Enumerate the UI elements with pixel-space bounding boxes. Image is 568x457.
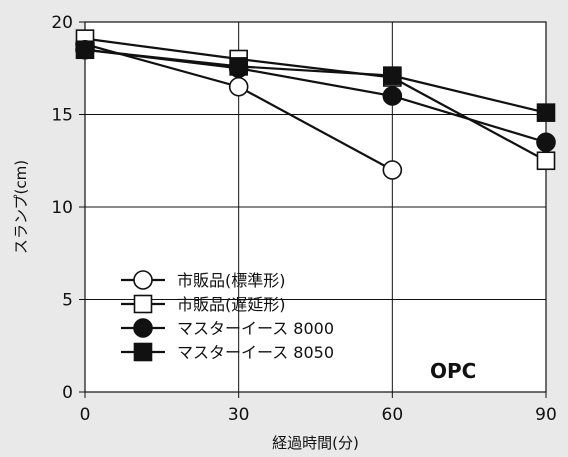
series-layer bbox=[75, 29, 556, 180]
y-tick-label: 10 bbox=[51, 198, 73, 218]
legend-marker bbox=[133, 342, 153, 362]
x-tick-label: 60 bbox=[382, 405, 404, 425]
legend: 市販品(標準形) 市販品(遅延形) マスターイース 8000 マスターイース 8050 bbox=[121, 270, 334, 362]
legend-item: マスターイース 8050 bbox=[121, 342, 334, 362]
y-axis-label: スランプ(cm) bbox=[12, 160, 30, 254]
cement-type-annotation: OPC bbox=[430, 359, 476, 383]
data-point bbox=[536, 103, 556, 122]
y-tick-label: 0 bbox=[62, 383, 73, 403]
legend-item: マスターイース 8000 bbox=[121, 318, 334, 338]
series-line bbox=[84, 48, 547, 114]
data-point bbox=[229, 57, 248, 76]
y-axis-ticks: 0 5 10 15 20 bbox=[51, 13, 85, 403]
data-point bbox=[383, 66, 402, 85]
x-tick-label: 90 bbox=[535, 405, 557, 425]
data-point bbox=[382, 160, 403, 180]
legend-marker bbox=[133, 318, 153, 338]
x-tick-label: 30 bbox=[228, 405, 250, 425]
x-axis-ticks: 0 30 60 90 bbox=[80, 392, 557, 425]
data-point bbox=[536, 132, 556, 153]
x-axis-label: 経過時間(分) bbox=[272, 434, 359, 452]
legend-item: 市販品(遅延形) bbox=[121, 294, 286, 314]
data-point bbox=[382, 86, 403, 106]
data-point bbox=[536, 151, 556, 171]
y-tick-label: 5 bbox=[62, 291, 73, 311]
legend-label: マスターイース 8050 bbox=[177, 343, 334, 362]
legend-marker bbox=[133, 270, 153, 290]
series-4 bbox=[75, 40, 556, 122]
legend-item: 市販品(標準形) bbox=[121, 270, 286, 290]
data-point bbox=[75, 40, 95, 60]
y-tick-label: 15 bbox=[51, 106, 73, 126]
y-tick-label: 20 bbox=[51, 13, 73, 33]
x-tick-label: 0 bbox=[80, 405, 91, 425]
legend-label: マスターイース 8000 bbox=[177, 319, 334, 338]
data-point bbox=[228, 76, 249, 97]
legend-marker bbox=[133, 294, 153, 314]
legend-label: 市販品(標準形) bbox=[177, 271, 286, 290]
legend-label: 市販品(遅延形) bbox=[177, 295, 286, 314]
